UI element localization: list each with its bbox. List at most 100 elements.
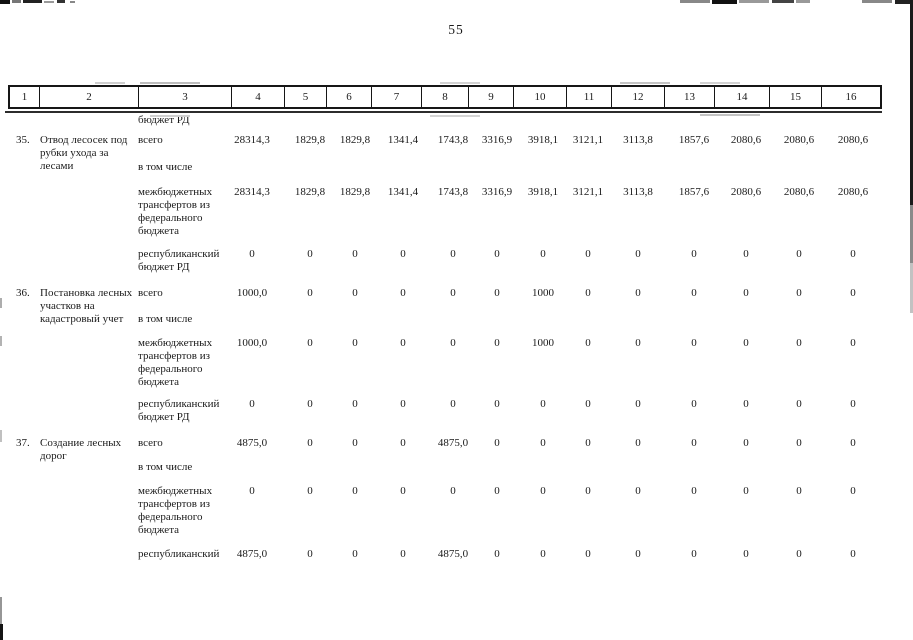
cell-value: 0 <box>796 337 802 349</box>
scan-noise-mark <box>0 298 2 308</box>
cell-value: 0 <box>743 437 749 449</box>
cell-value: 4875,0 <box>236 437 268 449</box>
cell-value: 0 <box>796 437 802 449</box>
cell-value: 0 <box>400 248 406 260</box>
row-number: 35. <box>16 134 30 146</box>
header-cell-col-12: 12 <box>612 87 665 107</box>
cell-value: 0 <box>796 287 802 299</box>
scan-noise-mark <box>430 115 480 117</box>
page-number: 55 <box>448 22 464 37</box>
subrow-label: межбюджетных трансфертов из федерального… <box>138 186 213 237</box>
cell-value: 3316,9 <box>481 186 513 198</box>
header-cell-col-1: 1 <box>10 87 40 107</box>
subrow-label: межбюджетных трансфертов из федерального… <box>138 485 213 536</box>
scan-noise-mark <box>440 82 480 84</box>
cell-value: 0 <box>796 548 802 560</box>
cell-value: 2080,6 <box>837 186 869 198</box>
cell-value: 0 <box>850 485 856 497</box>
scan-noise-mark <box>910 263 913 313</box>
cell-value: 0 <box>400 485 406 497</box>
cell-value: 0 <box>307 437 313 449</box>
subrow-label: всего <box>138 134 163 146</box>
cell-value: 1857,6 <box>678 134 710 146</box>
cell-value: 0 <box>249 485 255 497</box>
scan-noise-mark <box>0 430 2 442</box>
cell-value: 1000 <box>532 287 554 299</box>
cell-value: 1829,8 <box>294 134 326 146</box>
cell-value: 0 <box>352 437 358 449</box>
cell-value: 0 <box>352 248 358 260</box>
cell-value: 3113,8 <box>623 186 653 198</box>
cell-value: 1829,8 <box>339 186 371 198</box>
cell-value: 0 <box>450 248 456 260</box>
cell-value: 0 <box>400 337 406 349</box>
cell-value: 0 <box>400 398 406 410</box>
scan-noise-mark <box>0 597 2 624</box>
cell-value: 0 <box>743 248 749 260</box>
cell-value: 1829,8 <box>294 186 326 198</box>
scan-noise-mark <box>862 0 892 3</box>
cell-value: 0 <box>494 548 500 560</box>
cell-value: 1857,6 <box>678 186 710 198</box>
cell-value: 0 <box>249 398 255 410</box>
cell-value: 0 <box>450 287 456 299</box>
header-cell-col-7: 7 <box>372 87 422 107</box>
cell-value: 0 <box>307 337 313 349</box>
header-cell-col-15: 15 <box>770 87 822 107</box>
cell-value: 0 <box>352 337 358 349</box>
cell-value: 0 <box>494 398 500 410</box>
cell-value: 0 <box>450 398 456 410</box>
cell-value: 0 <box>691 398 697 410</box>
row-name: Постановка лесных участков на кадастровы… <box>40 287 133 325</box>
cell-value: 0 <box>850 337 856 349</box>
cell-value: 0 <box>585 485 591 497</box>
cell-value: 0 <box>850 398 856 410</box>
cell-value: 0 <box>450 485 456 497</box>
cell-value: 0 <box>691 287 697 299</box>
cell-value: 0 <box>635 337 641 349</box>
cell-value: 0 <box>352 398 358 410</box>
cell-value: 0 <box>494 287 500 299</box>
cell-value: 0 <box>540 248 546 260</box>
cell-value: 1743,8 <box>437 134 469 146</box>
cell-value: 28314,3 <box>234 186 270 198</box>
header-cell-col-10: 10 <box>514 87 567 107</box>
cell-value: 0 <box>691 485 697 497</box>
scan-noise-mark <box>910 205 913 263</box>
cell-value: 0 <box>585 337 591 349</box>
cell-value: 4875,0 <box>437 548 469 560</box>
subrow-label: в том числе <box>138 461 193 473</box>
subrow-label: межбюджетных трансфертов из федерального… <box>138 337 213 388</box>
header-cell-col-2: 2 <box>40 87 139 107</box>
cell-value: 0 <box>691 248 697 260</box>
cell-value: 0 <box>352 548 358 560</box>
cell-value: 0 <box>850 548 856 560</box>
subrow-label: всего <box>138 287 163 299</box>
header-cell-col-9: 9 <box>469 87 514 107</box>
cell-value: 28314,3 <box>234 134 270 146</box>
header-cell-col-11: 11 <box>567 87 612 107</box>
cell-value: 0 <box>691 337 697 349</box>
cell-value: 2080,6 <box>730 134 762 146</box>
cell-value: 0 <box>796 485 802 497</box>
scan-noise-mark <box>680 0 710 3</box>
scan-noise-mark <box>150 115 190 117</box>
cell-value: 0 <box>850 248 856 260</box>
cell-value: 0 <box>494 437 500 449</box>
cell-value: 0 <box>400 437 406 449</box>
cell-value: 0 <box>540 548 546 560</box>
scan-noise-mark <box>620 82 670 84</box>
scan-noise-mark <box>700 114 760 116</box>
cell-value: 0 <box>307 398 313 410</box>
cell-value: 2080,6 <box>783 186 815 198</box>
cell-value: 0 <box>743 398 749 410</box>
cell-value: 0 <box>635 398 641 410</box>
header-cell-col-3: 3 <box>139 87 232 107</box>
cell-value: 3121,1 <box>572 186 604 198</box>
cell-value: 0 <box>352 287 358 299</box>
cell-value: 2080,6 <box>783 134 815 146</box>
cell-value: 0 <box>635 485 641 497</box>
cell-value: 0 <box>850 437 856 449</box>
cell-value: 0 <box>249 248 255 260</box>
scan-noise-mark <box>772 0 794 3</box>
